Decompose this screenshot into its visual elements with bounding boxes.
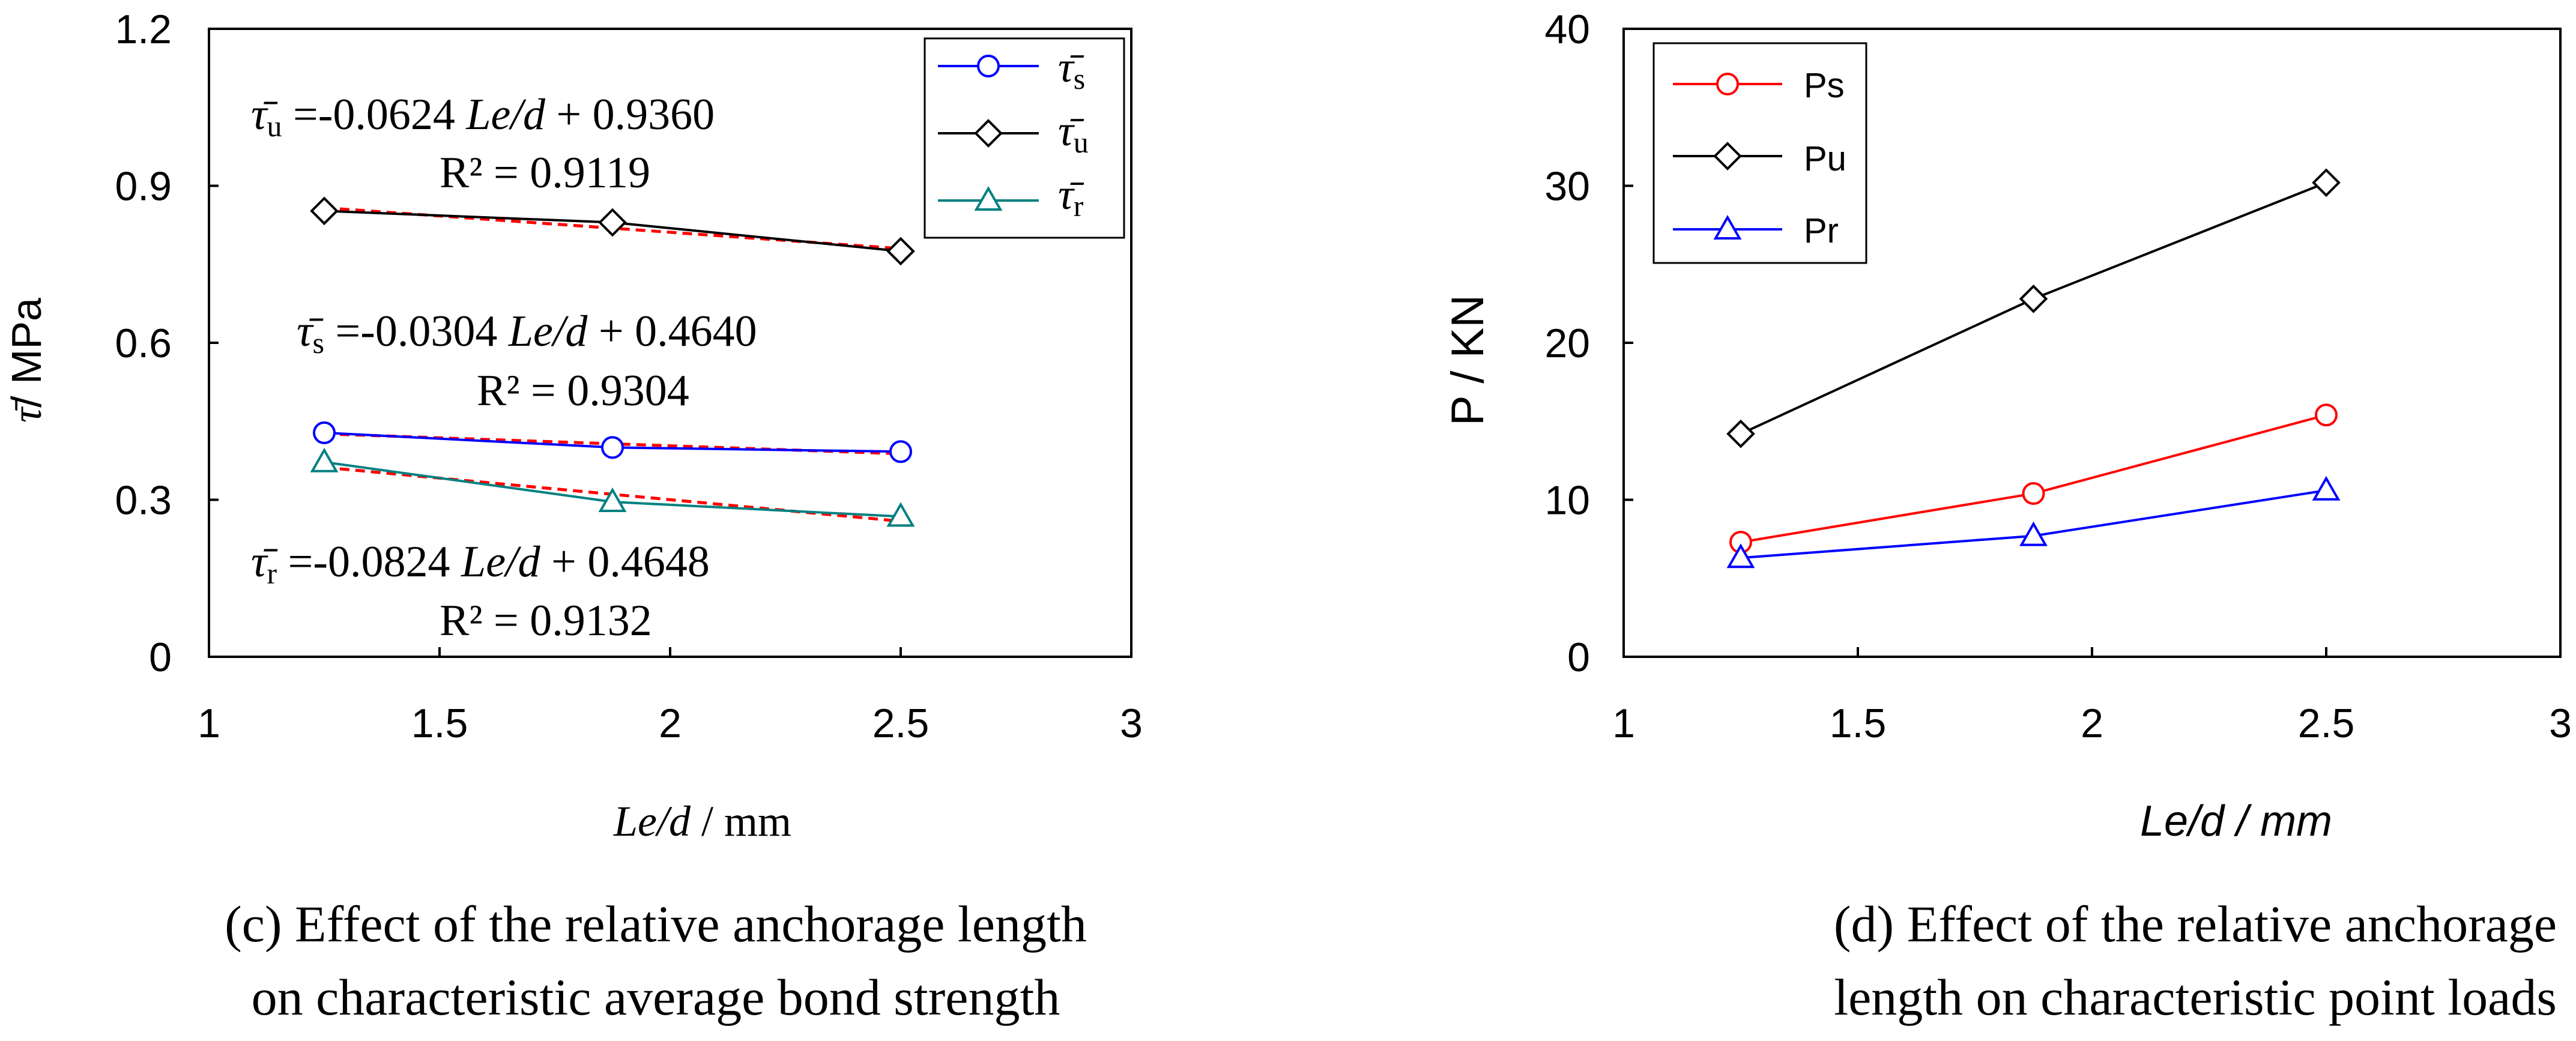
data-point-1-0 [1726, 419, 1755, 448]
legend: τ̄s τ̄u τ̄r [924, 37, 1125, 239]
caption-d-line2: length on characteristic point loads [1834, 968, 2557, 1026]
data-point-1-2 [2312, 168, 2341, 198]
y-tick-label: 10 [1544, 478, 1590, 524]
y-tick-label: 0.9 [115, 164, 172, 210]
data-point-1-2 [886, 237, 915, 266]
data-point-0-2 [2315, 403, 2338, 427]
y-tick-label: 20 [1544, 321, 1590, 366]
data-point-2-1 [598, 487, 627, 512]
x-axis-label: Le/d / mm [613, 797, 791, 845]
x-tick-label: 2.5 [872, 701, 930, 746]
legend-label-pu: Pu [1804, 139, 1846, 178]
x-axis-label: Le/d / mm [2140, 797, 2332, 845]
r2-tau-u: R² = 0.9119 [440, 148, 650, 198]
legend-marker-1 [1713, 142, 1742, 170]
legend-box [924, 37, 1125, 239]
data-point-2-0 [1726, 543, 1755, 569]
legend-marker-2 [974, 186, 1003, 211]
x-tick-label: 1 [1612, 701, 1635, 746]
y-tick-label: 0 [149, 635, 172, 680]
y-axis-label: P / KN [1442, 295, 1493, 426]
caption-d-line1: (d) Effect of the relative anchorage [1834, 895, 2557, 953]
legend-label-ps: Ps [1804, 66, 1845, 105]
x-tick-label: 1.5 [411, 701, 468, 746]
data-point-0-1 [2022, 482, 2045, 505]
y-tick-label: 1.2 [115, 7, 172, 52]
y-tick-label: 0 [1567, 635, 1590, 680]
x-tick-label: 2 [659, 701, 682, 746]
axes: 1 1.5 2 2.5 3 0 0.3 0.6 0.9 1.2 [115, 7, 1142, 746]
y-axis-label: τ̄/ MPa [3, 298, 50, 423]
equation-tau-r: τ̄r =-0.0824 Le/d + 0.4648 [251, 537, 710, 590]
data-point-1-1 [2019, 284, 2048, 313]
legend-marker-0 [977, 55, 1000, 77]
legend-entries [938, 55, 1039, 211]
equation-tau-u: τ̄u =-0.0624 Le/d + 0.9360 [251, 90, 715, 143]
series-lines [310, 196, 915, 527]
r2-tau-r: R² = 0.9132 [440, 596, 652, 645]
data-point-0-0 [313, 421, 336, 444]
data-point-2-0 [310, 447, 339, 472]
y-tick-label: 30 [1544, 164, 1590, 210]
y-tick-label: 0.3 [115, 478, 172, 524]
data-point-0-2 [889, 440, 912, 463]
r2-tau-s: R² = 0.9304 [477, 366, 689, 415]
x-tick-label: 1 [198, 701, 220, 746]
legend: Ps Pu Pr [1652, 42, 1867, 264]
data-point-2-2 [2312, 475, 2341, 501]
legend-entries [1673, 73, 1782, 240]
legend-marker-0 [1716, 73, 1739, 95]
data-point-1-1 [598, 208, 627, 237]
x-tick-label: 1.5 [1830, 701, 1887, 746]
legend-label-tau-s: τ̄s [1058, 43, 1085, 95]
data-point-2-2 [886, 502, 915, 527]
data-point-2-1 [2019, 521, 2048, 546]
series-lines [1726, 168, 2341, 569]
y-tick-label: 40 [1544, 7, 1590, 52]
legend-marker-2 [1713, 214, 1742, 240]
legend-marker-1 [974, 119, 1003, 148]
chart-c: 1 1.5 2 2.5 3 0 0.3 0.6 0.9 1.2 τ̄/ MPa Le/d / mm… [3, 7, 1143, 1026]
legend-box [1652, 42, 1867, 264]
data-point-0-1 [601, 436, 624, 459]
x-tick-label: 2.5 [2298, 701, 2355, 746]
x-tick-label: 3 [1120, 701, 1143, 746]
data-point-1-0 [310, 196, 339, 226]
y-tick-label: 0.6 [115, 321, 172, 366]
caption-c-line1: (c) Effect of the relative anchorage len… [225, 895, 1087, 953]
x-tick-label: 2 [2081, 701, 2103, 746]
x-tick-label: 3 [2549, 701, 2572, 746]
caption-c-line2: on characteristic average bond strength [252, 968, 1060, 1026]
legend-label-pr: Pr [1804, 211, 1839, 250]
equation-tau-s: τ̄s =-0.0304 Le/d + 0.4640 [297, 307, 757, 360]
